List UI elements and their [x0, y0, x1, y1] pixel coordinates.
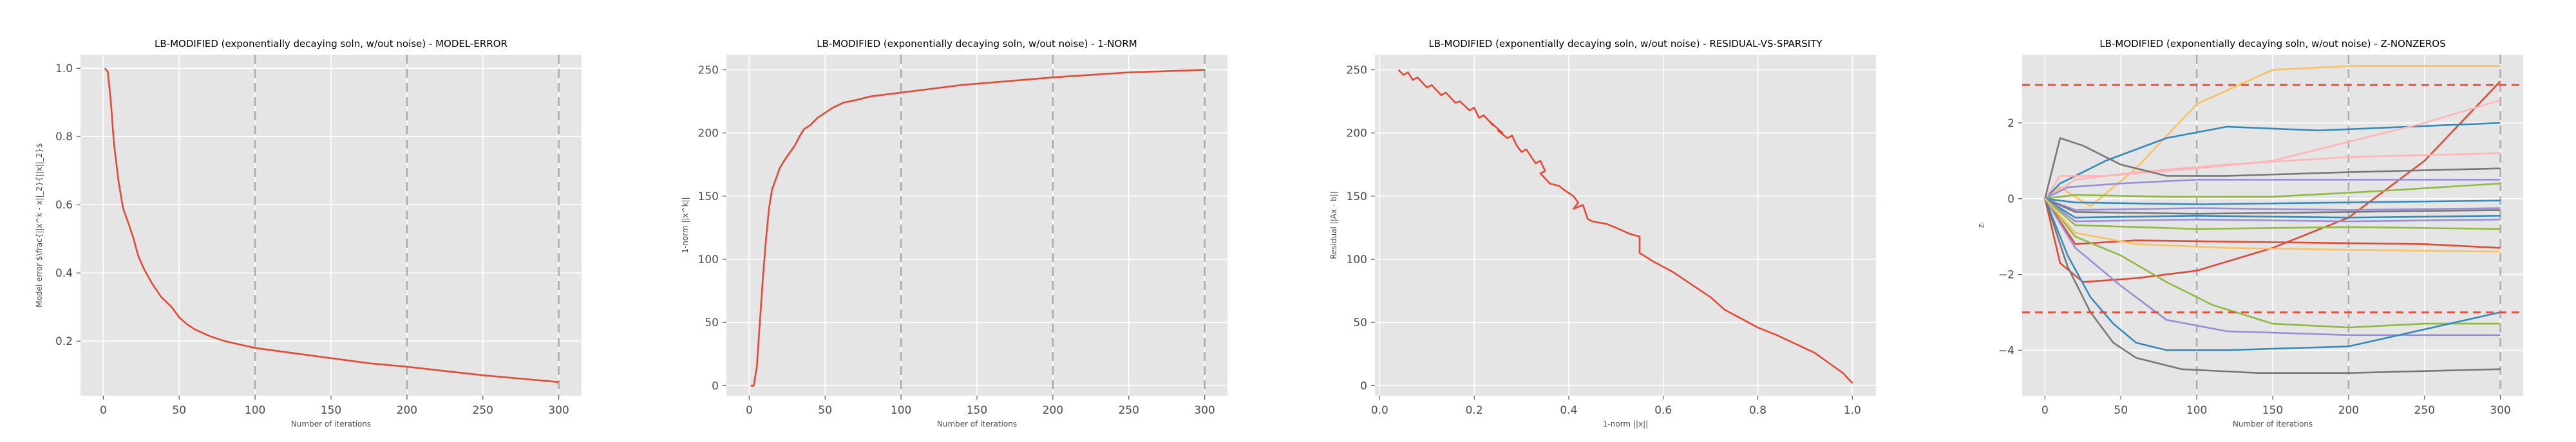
y-tick-label: −2 — [1998, 269, 2014, 282]
series-line-16 — [2044, 198, 2501, 329]
chart-panel-2: 0 50 100 150 200 250 300 0 50 100 150 200 250 LB-MODI… — [681, 38, 1227, 428]
x-tick-label: 1.0 — [1844, 404, 1861, 417]
x-tick-label: 250 — [2414, 404, 2435, 417]
series-line-5 — [2044, 152, 2501, 199]
y-tick-label: 0 — [2007, 193, 2014, 206]
series-line-17 — [2044, 198, 2501, 336]
x-tick-label: 0 — [746, 404, 753, 417]
y-tick-label: 150 — [698, 190, 719, 203]
series-line-2 — [2044, 65, 2501, 207]
x-axis-label: Number of iterations — [291, 419, 371, 428]
x-tick-label: 0 — [100, 404, 107, 417]
series-line-8 — [2045, 182, 2501, 200]
series-line-1 — [1397, 69, 1853, 384]
x-tick-label: 0.4 — [1560, 404, 1577, 417]
series-line-19 — [2044, 198, 2501, 374]
y-tick-label: 250 — [1347, 64, 1367, 77]
x-tick-label: 50 — [172, 404, 186, 417]
chart-title: LB-MODIFIED (exponentially decaying soln… — [817, 38, 1137, 50]
chart-panel-4: 0 50 100 150 200 250 300 −4 −2 0 2 LB-MODIFIED (exp… — [1976, 38, 2523, 428]
series-line-13 — [2044, 198, 2501, 223]
x-axis-label: 1-norm ||x|| — [1603, 419, 1648, 428]
x-tick-label: 100 — [2186, 404, 2207, 417]
y-tick-label: 200 — [698, 127, 719, 140]
series-line-1 — [104, 68, 559, 383]
series-line-3 — [2044, 122, 2501, 199]
y-tick-label: 150 — [1347, 190, 1367, 203]
y-tick-label: 0 — [1360, 380, 1367, 392]
y-tick-label: 0.4 — [55, 267, 73, 280]
x-axis-label: Number of iterations — [937, 419, 1017, 428]
x-tick-label: 300 — [2490, 404, 2510, 417]
y-axis-label: zᵢ — [1976, 223, 1985, 228]
x-tick-label: 150 — [321, 404, 341, 417]
y-tick-label: 0.6 — [55, 199, 73, 212]
chart-title: LB-MODIFIED (exponentially decaying soln… — [2099, 38, 2445, 50]
y-tick-label: 50 — [705, 317, 719, 329]
plot-background — [1375, 55, 1876, 396]
x-tick-label: 300 — [1194, 404, 1215, 417]
y-tick-label: 0.2 — [55, 335, 73, 348]
series-line-10 — [2044, 198, 2501, 211]
x-tick-label: 0.8 — [1749, 404, 1766, 417]
x-tick-label: 300 — [548, 404, 569, 417]
x-tick-label: 0.0 — [1371, 404, 1388, 417]
y-tick-label: −4 — [1998, 344, 2014, 357]
y-tick-label: 100 — [698, 253, 719, 266]
y-tick-label: 1.0 — [55, 62, 73, 75]
series-line-14 — [2044, 198, 2501, 230]
x-tick-label: 150 — [967, 404, 987, 417]
y-tick-label: 2 — [2007, 117, 2014, 130]
series-line-12 — [2044, 198, 2501, 219]
y-tick-label: 0.8 — [55, 131, 73, 143]
chart-panel-3: 0.0 0.2 0.4 0.6 0.8 1.0 0 50 100 150 200 250 LB-MODI… — [1329, 38, 1876, 428]
y-axis-label: Model error $\frac{||x^k - x||_2}{||x||_… — [35, 143, 44, 308]
y-axis-label: 1-norm ||x^k|| — [681, 197, 690, 253]
y-tick-label: 250 — [698, 64, 719, 77]
y-axis-label: Residual ||Ax - b|| — [1329, 191, 1338, 259]
x-tick-label: 100 — [891, 404, 911, 417]
x-tick-label: 0.2 — [1466, 404, 1483, 417]
series-line-20 — [2044, 198, 2501, 253]
y-tick-label: 50 — [1353, 317, 1367, 329]
y-tick-label: 100 — [1347, 253, 1367, 266]
x-tick-label: 50 — [2114, 404, 2128, 417]
x-tick-label: 200 — [1043, 404, 1063, 417]
series-line-9 — [2045, 198, 2501, 205]
x-tick-label: 150 — [2262, 404, 2283, 417]
series-line-15 — [2044, 198, 2501, 249]
x-tick-label: 0 — [2041, 404, 2049, 417]
x-tick-label: 200 — [2338, 404, 2359, 417]
chart-title: LB-MODIFIED (exponentially decaying soln… — [155, 38, 507, 50]
x-tick-label: 100 — [245, 404, 265, 417]
x-tick-label: 250 — [1119, 404, 1139, 417]
y-tick-label: 0 — [712, 380, 719, 392]
x-tick-label: 0.6 — [1654, 404, 1672, 417]
x-tick-label: 200 — [397, 404, 417, 417]
x-axis-label: Number of iterations — [2233, 419, 2313, 428]
y-tick-label: 200 — [1347, 127, 1367, 140]
x-tick-label: 50 — [818, 404, 832, 417]
series-line-11 — [2044, 198, 2501, 215]
x-tick-label: 250 — [473, 404, 493, 417]
series-line-1 — [750, 69, 1205, 387]
chart-title: LB-MODIFIED (exponentially decaying soln… — [1428, 38, 1823, 50]
series-line-7 — [2044, 179, 2501, 199]
series-line-18 — [2044, 198, 2501, 351]
chart-panel-1: 0 50 100 150 200 250 300 0.2 0.4 0.6 0.8 1.0 LB-MODI… — [35, 38, 582, 428]
series-line-6 — [2044, 137, 2501, 199]
